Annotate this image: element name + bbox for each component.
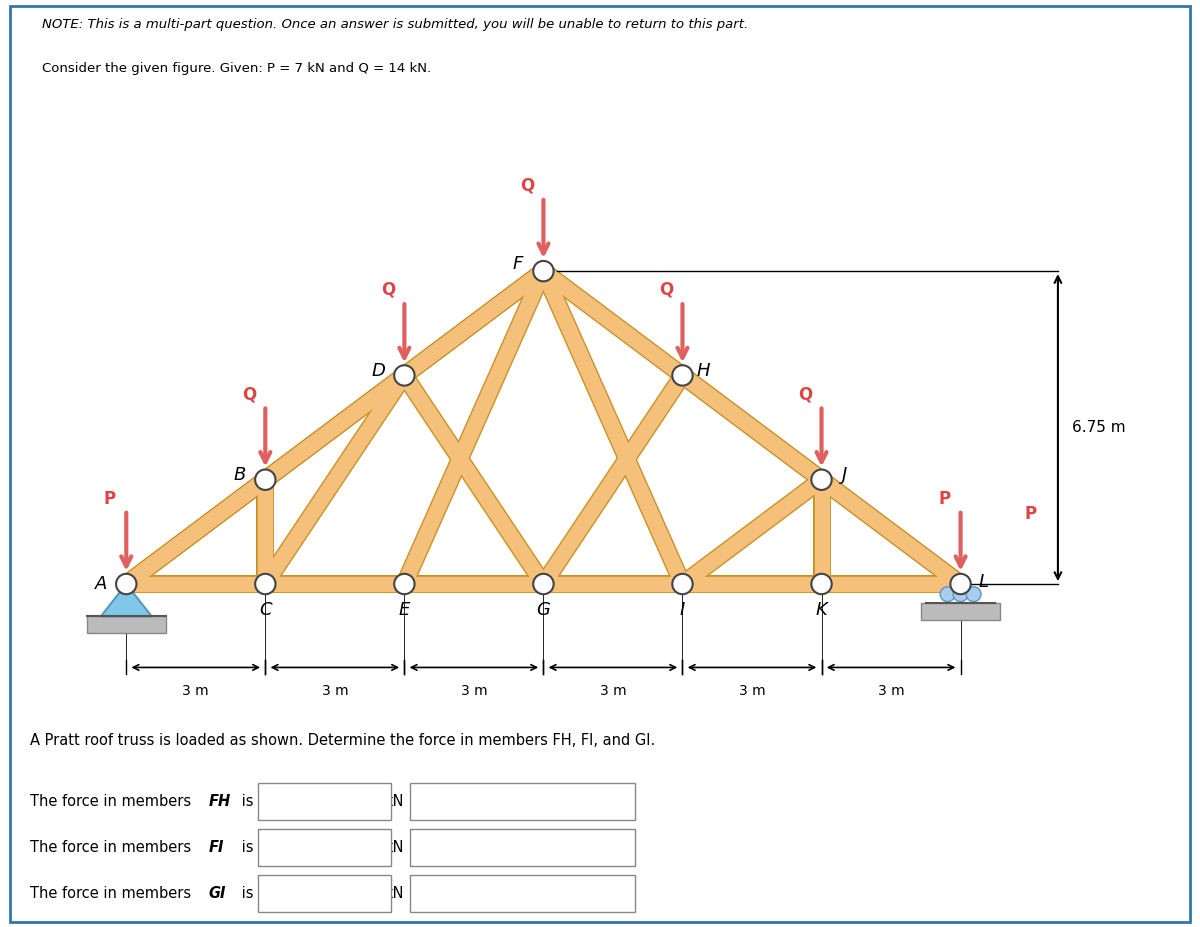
- Text: 3 m: 3 m: [322, 684, 348, 698]
- Text: A Pratt roof truss is loaded as shown. Determine the force in members FH, FI, an: A Pratt roof truss is loaded as shown. D…: [30, 733, 655, 748]
- Text: P: P: [1024, 505, 1036, 524]
- Text: NOTE: This is a multi-part question. Once an answer is submitted, you will be un: NOTE: This is a multi-part question. Onc…: [42, 19, 748, 32]
- Polygon shape: [101, 584, 151, 616]
- FancyBboxPatch shape: [258, 783, 390, 820]
- Text: 3 m: 3 m: [461, 684, 487, 698]
- Text: GI: GI: [209, 886, 226, 901]
- Circle shape: [533, 574, 553, 594]
- Text: Consider the given figure. Given: P = 7 kN and Q = 14 kN.: Consider the given figure. Given: P = 7 …: [42, 62, 431, 75]
- Text: kN: kN: [385, 886, 404, 901]
- Circle shape: [672, 365, 692, 386]
- Text: ∨: ∨: [587, 795, 595, 808]
- Circle shape: [966, 587, 980, 602]
- Text: .: .: [631, 794, 636, 809]
- Text: kN: kN: [385, 840, 404, 855]
- Text: K: K: [816, 601, 828, 618]
- Circle shape: [950, 574, 971, 594]
- Text: Q: Q: [242, 386, 257, 403]
- Text: (Click to select): (Click to select): [428, 887, 521, 900]
- FancyBboxPatch shape: [410, 829, 635, 866]
- Text: I: I: [680, 601, 685, 618]
- Text: The force in members: The force in members: [30, 794, 196, 809]
- Text: D: D: [372, 362, 386, 380]
- Text: (Click to select): (Click to select): [428, 841, 521, 854]
- Text: 3 m: 3 m: [182, 684, 209, 698]
- Text: kN: kN: [385, 794, 404, 809]
- Text: Q: Q: [382, 281, 395, 299]
- FancyBboxPatch shape: [410, 783, 635, 820]
- Text: 3 m: 3 m: [739, 684, 766, 698]
- Text: 3 m: 3 m: [600, 684, 626, 698]
- Circle shape: [394, 365, 414, 386]
- Text: FH: FH: [209, 794, 230, 809]
- Text: The force in members: The force in members: [30, 840, 196, 855]
- Text: L: L: [979, 573, 989, 590]
- Text: Q: Q: [520, 177, 534, 195]
- Text: The force in members: The force in members: [30, 886, 196, 901]
- Text: E: E: [398, 601, 410, 618]
- Text: is: is: [238, 840, 254, 855]
- Circle shape: [116, 574, 137, 594]
- Text: (Click to select): (Click to select): [428, 795, 521, 808]
- Circle shape: [533, 261, 553, 282]
- FancyBboxPatch shape: [410, 875, 635, 912]
- Text: ∨: ∨: [587, 841, 595, 854]
- Text: H: H: [696, 362, 710, 380]
- Text: is: is: [238, 794, 254, 809]
- Circle shape: [256, 469, 276, 490]
- Circle shape: [256, 574, 276, 594]
- Circle shape: [672, 574, 692, 594]
- Circle shape: [394, 574, 414, 594]
- Circle shape: [811, 469, 832, 490]
- Text: is: is: [238, 886, 254, 901]
- Text: B: B: [234, 466, 246, 484]
- Bar: [922, 603, 1000, 620]
- Text: J: J: [842, 466, 847, 484]
- Text: Q: Q: [798, 386, 812, 403]
- Text: 3 m: 3 m: [877, 684, 905, 698]
- Text: P: P: [104, 489, 116, 508]
- Circle shape: [811, 574, 832, 594]
- Circle shape: [953, 587, 968, 602]
- Text: F: F: [512, 255, 523, 273]
- Text: C: C: [259, 601, 271, 618]
- FancyBboxPatch shape: [258, 829, 390, 866]
- Circle shape: [940, 587, 955, 602]
- Text: A: A: [95, 575, 107, 593]
- FancyBboxPatch shape: [258, 875, 390, 912]
- Text: 6.75 m: 6.75 m: [1072, 420, 1126, 435]
- Text: G: G: [536, 601, 551, 618]
- Bar: [86, 616, 166, 632]
- Text: .: .: [631, 886, 636, 901]
- Text: Q: Q: [659, 281, 673, 299]
- Text: FI: FI: [209, 840, 224, 855]
- Text: P: P: [938, 489, 950, 508]
- Text: .: .: [631, 840, 636, 855]
- Text: ∨: ∨: [587, 887, 595, 900]
